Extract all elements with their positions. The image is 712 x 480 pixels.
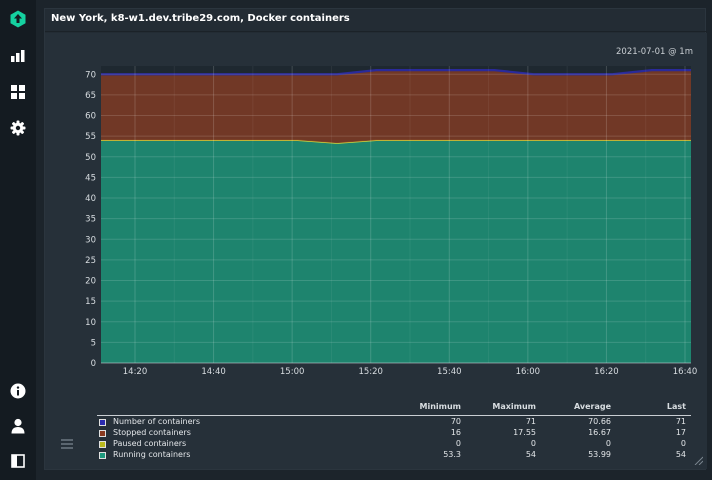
main-area: New York, k8-w1.dev.tribe29.com, Docker …: [36, 0, 712, 480]
area-running-containers: [101, 140, 691, 363]
y-tick-label: 50: [85, 153, 96, 163]
y-tick-label: 20: [85, 277, 96, 287]
x-tick-label: 16:20: [594, 367, 619, 377]
x-tick-label: 15:00: [280, 367, 305, 377]
info-icon[interactable]: [9, 382, 27, 400]
x-tick-label: 15:20: [358, 367, 383, 377]
graph-panel: New York, k8-w1.dev.tribe29.com, Docker …: [44, 8, 707, 470]
y-tick-label: 55: [85, 132, 96, 142]
resize-handle-icon[interactable]: [693, 455, 703, 465]
y-tick-label: 70: [85, 70, 96, 80]
graph-menu-icon[interactable]: [61, 439, 73, 449]
area-stopped-containers: [101, 70, 691, 144]
graph-timestamp: 2021-07-01 @ 1m: [616, 47, 693, 57]
y-tick-label: 10: [85, 318, 96, 328]
bar-chart-icon[interactable]: [9, 47, 27, 65]
dashboard-icon[interactable]: [9, 83, 27, 101]
x-tick-label: 16:00: [516, 367, 541, 377]
x-tick-label: 16:40: [673, 367, 698, 377]
user-icon[interactable]: [9, 417, 27, 435]
y-tick-label: 30: [85, 235, 96, 245]
stacked-area-chart[interactable]: 0 5 10 15 20 25 30 35 40 45 50 55 60 65 70 14:20 14:40 15…: [45, 33, 707, 469]
y-tick-label: 65: [85, 91, 96, 101]
logo-icon[interactable]: [9, 10, 27, 28]
sidebar-toggle-icon[interactable]: [9, 452, 27, 470]
gear-icon[interactable]: [9, 119, 27, 137]
title-divider: [45, 31, 707, 32]
x-tick-label: 15:40: [437, 367, 462, 377]
y-tick-label: 25: [85, 256, 96, 266]
y-tick-label: 40: [85, 194, 96, 204]
x-tick-label: 14:40: [201, 367, 226, 377]
y-tick-label: 45: [85, 173, 96, 183]
sidebar: [0, 0, 36, 480]
panel-title: New York, k8-w1.dev.tribe29.com, Docker …: [51, 13, 350, 24]
line-number-of-containers: [101, 69, 691, 76]
graph-frame: 2021-07-01 @ 1m 0 5 10 15 20 25 30 35 40 45 50 55 60…: [45, 33, 707, 469]
y-tick-label: 60: [85, 112, 96, 122]
y-tick-label: 15: [85, 297, 96, 307]
y-tick-label: 35: [85, 215, 96, 225]
x-tick-label: 14:20: [123, 367, 148, 377]
y-tick-label: 5: [91, 338, 96, 348]
y-tick-label: 0: [91, 359, 96, 369]
